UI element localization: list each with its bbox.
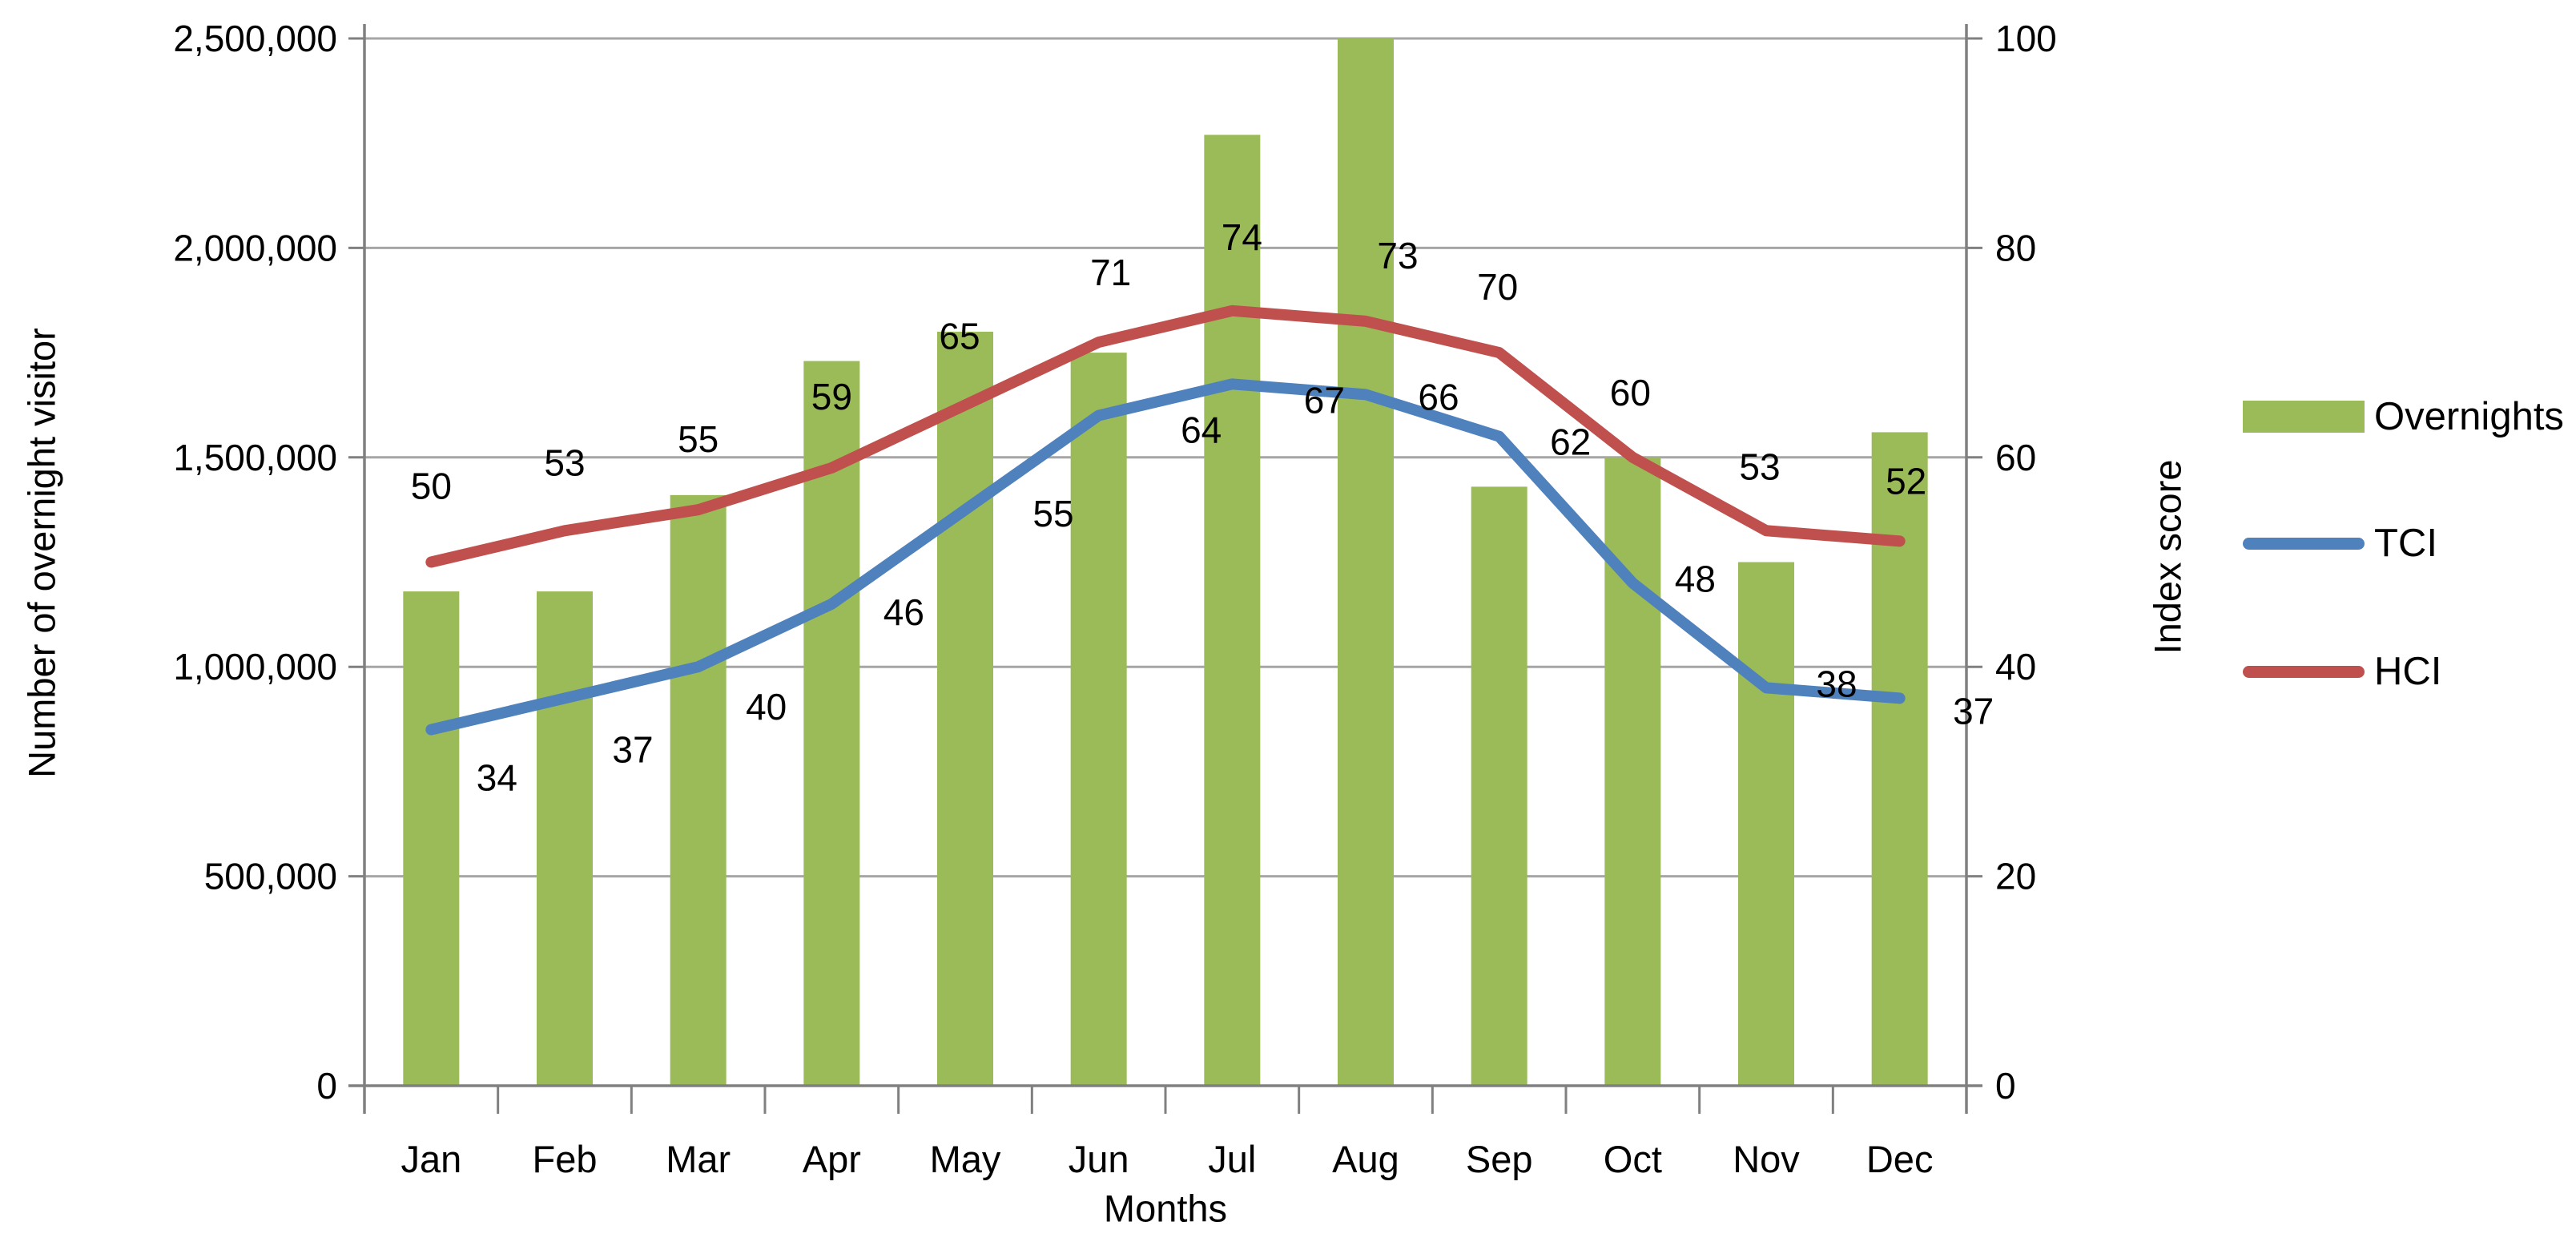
bar-apr	[803, 361, 860, 1086]
right-axis-tick-label: 0	[1995, 1065, 2016, 1107]
tci-data-label: 55	[1032, 493, 1073, 534]
hci-data-label: 53	[1739, 446, 1780, 487]
tci-data-label: 66	[1418, 376, 1459, 417]
bar-oct	[1604, 457, 1661, 1086]
x-tick-label-may: May	[930, 1138, 1001, 1180]
hci-data-label: 59	[811, 376, 852, 417]
hci-data-label: 65	[939, 315, 980, 357]
hci-data-label: 74	[1222, 216, 1262, 258]
right-axis-tick-label: 100	[1995, 18, 2057, 59]
bar-jul	[1204, 135, 1261, 1086]
bar-mar	[670, 494, 727, 1086]
hci-data-label: 60	[1610, 372, 1651, 413]
bars-group	[403, 38, 1928, 1087]
right-axis-tick-label: 40	[1995, 646, 2036, 687]
tci-data-label: 37	[612, 728, 653, 770]
left-axis-tick-label: 2,500,000	[173, 18, 337, 59]
line-tci	[425, 378, 1906, 736]
legend-label-overnights: Overnights	[2374, 395, 2564, 438]
axes-group	[348, 24, 1982, 1114]
tci-data-label: 46	[883, 591, 924, 633]
right-axis-tick-label: 60	[1995, 437, 2036, 478]
lines-group	[425, 304, 1906, 736]
x-tick-label-jun: Jun	[1069, 1138, 1129, 1180]
legend-swatch-hci-line-icon	[2243, 665, 2365, 678]
legend-swatch-overnights-bar-icon	[2243, 401, 2365, 433]
tci-data-label: 37	[1953, 690, 1994, 732]
right-axis-tick-label: 80	[1995, 227, 2036, 268]
legend-item-tci: TCI	[2243, 519, 2437, 567]
right-axis-tick-label: 20	[1995, 856, 2036, 897]
hci-data-label: 50	[411, 466, 452, 507]
x-tick-label-apr: Apr	[803, 1138, 861, 1180]
x-tick-label-mar: Mar	[666, 1138, 731, 1180]
left-axis-tick-label: 0	[316, 1065, 337, 1107]
hci-data-label: 70	[1477, 266, 1518, 308]
x-tick-label-feb: Feb	[533, 1138, 598, 1180]
tci-data-label: 67	[1304, 379, 1345, 421]
tci-data-label: 64	[1181, 409, 1222, 451]
tci-data-label: 34	[477, 757, 517, 799]
tci-data-label: 62	[1550, 421, 1591, 463]
x-axis-title: Months	[1103, 1187, 1228, 1230]
bar-sep	[1471, 486, 1527, 1086]
line-hci	[425, 304, 1906, 568]
hci-data-label: 71	[1090, 252, 1131, 293]
hci-data-label: 53	[544, 442, 585, 483]
left-axis-tick-label: 1,000,000	[173, 646, 337, 687]
left-axis-tick-label: 1,500,000	[173, 437, 337, 478]
legend-item-overnights: Overnights	[2243, 393, 2564, 441]
legend-item-hci: HCI	[2243, 647, 2441, 696]
hci-data-label: 52	[1886, 460, 1926, 502]
legend-label-tci: TCI	[2374, 522, 2437, 565]
tci-data-label: 48	[1675, 558, 1716, 600]
x-tick-label-oct: Oct	[1604, 1138, 1662, 1180]
bar-feb	[537, 591, 593, 1086]
tci-data-label: 40	[746, 686, 787, 728]
bar-jun	[1070, 353, 1127, 1087]
tci-data-label: 38	[1816, 663, 1857, 704]
gridlines-group	[364, 37, 1966, 878]
legend-swatch-tci-line-icon	[2243, 537, 2365, 550]
bar-jan	[403, 591, 460, 1086]
left-axis-tick-label: 500,000	[204, 856, 337, 897]
left-axis-tick-label: 2,000,000	[173, 227, 337, 268]
bar-nov	[1738, 562, 1794, 1086]
left-axis-title: Number of overnight visitor	[20, 328, 63, 778]
bar-aug	[1338, 38, 1394, 1086]
hci-data-label: 55	[678, 418, 718, 460]
x-tick-label-nov: Nov	[1733, 1138, 1800, 1180]
x-tick-label-jan: Jan	[400, 1138, 461, 1180]
bar-dec	[1871, 432, 1928, 1086]
bar-may	[937, 331, 993, 1087]
x-tick-label-aug: Aug	[1332, 1138, 1399, 1180]
x-tick-label-dec: Dec	[1866, 1138, 1934, 1180]
legend-label-hci: HCI	[2374, 650, 2442, 693]
hci-data-label: 73	[1377, 235, 1418, 276]
x-tick-label-jul: Jul	[1208, 1138, 1256, 1180]
x-tick-label-sep: Sep	[1466, 1138, 1533, 1180]
right-axis-title: Index score	[2146, 459, 2189, 655]
